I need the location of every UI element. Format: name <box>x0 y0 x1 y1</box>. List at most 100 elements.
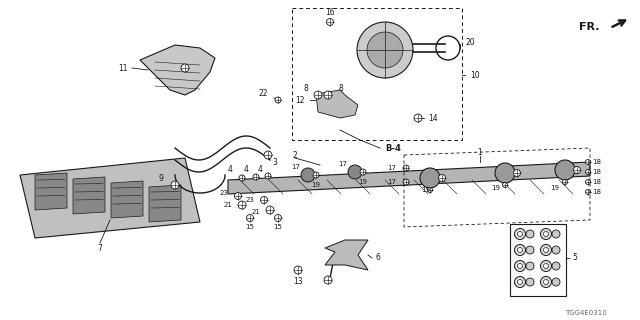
Text: 21: 21 <box>251 209 260 215</box>
Bar <box>510 224 566 296</box>
Circle shape <box>513 170 520 177</box>
Circle shape <box>326 19 333 26</box>
Circle shape <box>348 165 362 179</box>
Text: 16: 16 <box>325 7 335 17</box>
Circle shape <box>518 263 522 268</box>
Circle shape <box>541 276 552 287</box>
Circle shape <box>552 246 560 254</box>
Text: 8: 8 <box>338 84 343 92</box>
Circle shape <box>586 170 591 174</box>
Circle shape <box>301 168 315 182</box>
Text: 10: 10 <box>470 70 479 79</box>
Circle shape <box>552 230 560 238</box>
Text: 4: 4 <box>227 164 232 173</box>
Circle shape <box>552 278 560 286</box>
Text: 23: 23 <box>245 197 254 203</box>
Text: 19: 19 <box>312 182 321 188</box>
Circle shape <box>238 201 246 209</box>
Circle shape <box>264 151 272 159</box>
Text: 18: 18 <box>592 179 601 185</box>
Circle shape <box>586 189 591 195</box>
Circle shape <box>495 163 515 183</box>
Circle shape <box>266 206 274 214</box>
Circle shape <box>552 262 560 270</box>
Circle shape <box>555 160 575 180</box>
Text: 19: 19 <box>422 187 431 193</box>
Text: 18: 18 <box>592 189 601 195</box>
Text: 9: 9 <box>158 173 163 182</box>
Text: 17: 17 <box>387 179 396 185</box>
Text: 18: 18 <box>592 159 601 165</box>
Polygon shape <box>20 158 200 238</box>
Circle shape <box>543 263 548 268</box>
Circle shape <box>541 260 552 271</box>
Text: 15: 15 <box>273 224 282 230</box>
Text: 23: 23 <box>219 190 228 196</box>
Circle shape <box>526 230 534 238</box>
Text: 4: 4 <box>243 164 248 173</box>
Circle shape <box>360 169 366 175</box>
Circle shape <box>563 180 568 185</box>
Circle shape <box>246 214 253 221</box>
Circle shape <box>543 279 548 284</box>
Text: 12: 12 <box>295 95 305 105</box>
Text: 17: 17 <box>339 161 348 167</box>
Circle shape <box>314 91 322 99</box>
Circle shape <box>573 166 580 173</box>
Text: 11: 11 <box>118 63 128 73</box>
Text: 4: 4 <box>257 164 262 173</box>
Text: 13: 13 <box>293 277 303 286</box>
Circle shape <box>526 262 534 270</box>
Text: 5: 5 <box>572 253 577 262</box>
Circle shape <box>515 228 525 239</box>
Text: 20: 20 <box>465 37 475 46</box>
Circle shape <box>171 181 179 189</box>
Text: 18: 18 <box>592 169 601 175</box>
Circle shape <box>239 175 245 181</box>
Circle shape <box>324 91 332 99</box>
Circle shape <box>518 247 522 252</box>
Circle shape <box>313 172 319 178</box>
Polygon shape <box>316 90 358 118</box>
Circle shape <box>502 182 508 188</box>
Text: 1: 1 <box>477 148 483 156</box>
Circle shape <box>260 196 268 204</box>
Circle shape <box>526 278 534 286</box>
Polygon shape <box>73 177 105 214</box>
Text: 8: 8 <box>303 84 308 92</box>
Circle shape <box>414 114 422 122</box>
Circle shape <box>357 22 413 78</box>
Circle shape <box>518 279 522 284</box>
Circle shape <box>403 179 409 185</box>
Circle shape <box>420 168 440 188</box>
Text: TGG4E0310: TGG4E0310 <box>565 310 607 316</box>
Circle shape <box>275 214 282 221</box>
Polygon shape <box>35 173 67 210</box>
Polygon shape <box>228 162 590 194</box>
Circle shape <box>234 193 241 199</box>
Polygon shape <box>111 181 143 218</box>
Circle shape <box>367 32 403 68</box>
Circle shape <box>543 231 548 236</box>
Text: 21: 21 <box>223 202 232 208</box>
Circle shape <box>515 260 525 271</box>
Polygon shape <box>149 185 181 222</box>
Circle shape <box>265 173 271 179</box>
Circle shape <box>181 64 189 72</box>
Circle shape <box>518 231 522 236</box>
Text: FR.: FR. <box>579 22 600 32</box>
Text: 19: 19 <box>358 179 367 185</box>
Circle shape <box>515 276 525 287</box>
Text: 3: 3 <box>272 157 277 166</box>
Text: 6: 6 <box>375 253 380 262</box>
Circle shape <box>275 97 281 103</box>
Circle shape <box>438 174 445 181</box>
Text: 19: 19 <box>550 185 559 191</box>
Text: B-4: B-4 <box>385 143 401 153</box>
Circle shape <box>541 228 552 239</box>
Circle shape <box>403 165 409 171</box>
Text: 19: 19 <box>492 185 500 191</box>
Circle shape <box>253 174 259 180</box>
Text: 17: 17 <box>291 164 301 170</box>
Circle shape <box>586 180 591 185</box>
